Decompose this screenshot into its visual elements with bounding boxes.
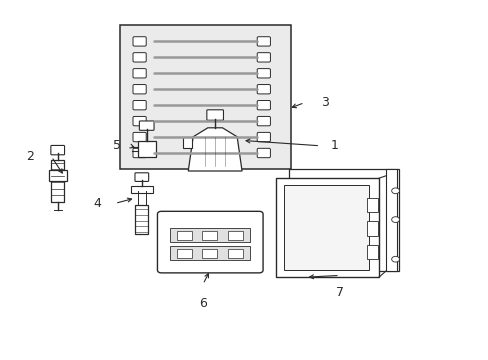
FancyBboxPatch shape <box>257 148 270 158</box>
Bar <box>120 25 290 169</box>
FancyBboxPatch shape <box>133 116 146 126</box>
FancyBboxPatch shape <box>257 37 270 46</box>
Bar <box>170 228 250 242</box>
Bar <box>202 231 217 240</box>
Bar <box>366 221 377 236</box>
FancyBboxPatch shape <box>257 100 270 110</box>
Circle shape <box>391 256 399 262</box>
FancyBboxPatch shape <box>133 85 146 94</box>
FancyBboxPatch shape <box>139 121 154 130</box>
FancyBboxPatch shape <box>51 145 64 155</box>
Bar <box>288 169 398 271</box>
FancyBboxPatch shape <box>133 132 146 142</box>
Bar <box>202 249 217 258</box>
FancyBboxPatch shape <box>257 53 270 62</box>
Text: 3: 3 <box>321 96 328 109</box>
Text: 6: 6 <box>199 297 206 310</box>
Bar <box>131 186 152 193</box>
FancyBboxPatch shape <box>157 211 263 273</box>
Bar <box>138 141 156 157</box>
Bar <box>366 245 377 259</box>
Bar <box>227 249 242 258</box>
Bar <box>183 137 192 148</box>
FancyBboxPatch shape <box>133 53 146 62</box>
Bar <box>177 231 191 240</box>
Bar <box>227 231 242 240</box>
FancyBboxPatch shape <box>257 69 270 78</box>
Circle shape <box>391 188 399 194</box>
Text: 7: 7 <box>335 286 343 299</box>
Circle shape <box>391 217 399 222</box>
FancyBboxPatch shape <box>133 37 146 46</box>
Bar <box>51 160 64 202</box>
Bar <box>49 170 66 181</box>
Text: 4: 4 <box>93 197 101 210</box>
FancyBboxPatch shape <box>257 132 270 142</box>
Bar <box>366 198 377 212</box>
FancyBboxPatch shape <box>133 100 146 110</box>
FancyBboxPatch shape <box>206 110 223 120</box>
FancyBboxPatch shape <box>135 173 148 181</box>
Text: 1: 1 <box>330 139 338 152</box>
Text: 2: 2 <box>26 150 34 163</box>
Text: 5: 5 <box>113 139 121 152</box>
Bar <box>283 185 368 270</box>
Bar <box>386 169 396 271</box>
Bar <box>170 246 250 260</box>
FancyBboxPatch shape <box>257 85 270 94</box>
Bar <box>135 205 148 234</box>
Polygon shape <box>188 128 242 171</box>
FancyBboxPatch shape <box>133 148 146 158</box>
FancyBboxPatch shape <box>257 116 270 126</box>
Bar <box>177 249 191 258</box>
Bar <box>276 178 378 277</box>
FancyBboxPatch shape <box>133 69 146 78</box>
